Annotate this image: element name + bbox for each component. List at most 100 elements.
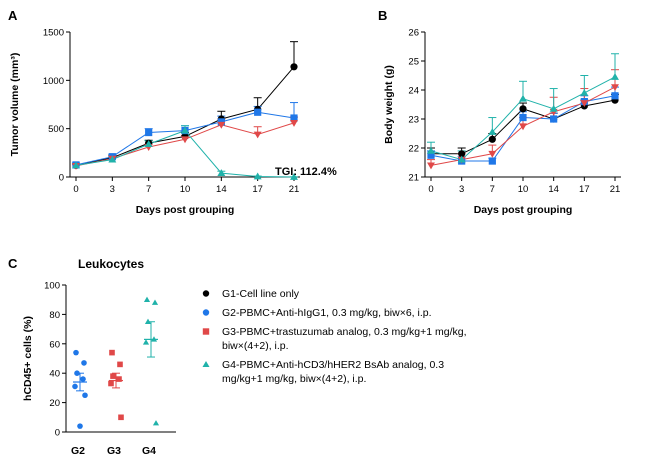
panel-c-data-point bbox=[143, 296, 151, 302]
panel-b-x-tick-label: 14 bbox=[548, 184, 559, 195]
panel-c-title: Leukocytes bbox=[78, 257, 144, 271]
panel-b-x-tick-label: 21 bbox=[610, 184, 621, 195]
panel-c-data-point bbox=[73, 349, 79, 356]
panel-c-data-point bbox=[74, 370, 80, 377]
panel-c-data-point bbox=[77, 423, 83, 429]
panel-b-data-point bbox=[611, 72, 619, 80]
panel-c-x-tick-label: G2 bbox=[71, 445, 85, 457]
panel-a-data-point bbox=[181, 136, 189, 144]
panel-b-data-point bbox=[488, 135, 496, 143]
panel-c-y-tick-label: 60 bbox=[49, 339, 60, 350]
panel-b-data-point bbox=[519, 105, 527, 113]
panel-c-data-point bbox=[82, 392, 88, 399]
panel-a-data-point bbox=[145, 128, 153, 137]
legend-label: biw×(4+2), i.p. bbox=[222, 340, 289, 352]
panel-a-y-tick-label: 500 bbox=[48, 124, 64, 135]
legend-marker bbox=[202, 309, 210, 316]
panel-c-data-point bbox=[151, 299, 159, 305]
legend-label: G2-PBMC+Anti-hIgG1, 0.3 mg/kg, biw×6, i.… bbox=[222, 307, 432, 319]
panel-a-data-point bbox=[217, 118, 225, 126]
panel-b-x-tick-label: 3 bbox=[459, 184, 464, 195]
panel-c-y-tick-label: 40 bbox=[49, 369, 60, 380]
panel-c-y-axis-label: hCD45+ cells (%) bbox=[22, 316, 34, 401]
panel-c-x-tick-label: G3 bbox=[107, 445, 121, 457]
panel-b-data-point bbox=[458, 150, 466, 158]
panel-c-data-point bbox=[81, 360, 87, 366]
panel-b-data-point bbox=[457, 155, 466, 163]
panel-b-y-tick-label: 24 bbox=[408, 86, 419, 97]
panel-b-y-axis-label: Body weight (g) bbox=[383, 65, 395, 144]
panel-b-data-point bbox=[427, 151, 435, 159]
panel-a-x-tick-label: 21 bbox=[289, 184, 300, 195]
panel-b-data-point bbox=[488, 157, 496, 165]
panel-a-data-point bbox=[217, 169, 226, 177]
panel-a-y-tick-label: 1000 bbox=[43, 76, 64, 87]
panel-b-x-tick-label: 7 bbox=[490, 184, 495, 195]
panel-c-panel-letter: C bbox=[8, 256, 18, 271]
panel-a-data-point bbox=[290, 114, 298, 122]
legend-label: G4-PBMC+Anti-hCD3/hHER2 BsAb analog, 0.3 bbox=[222, 359, 444, 371]
panel-b-x-tick-label: 10 bbox=[518, 184, 529, 195]
legend-marker bbox=[202, 360, 210, 368]
panel-a-panel-letter: A bbox=[8, 8, 18, 23]
panel-b-data-point bbox=[519, 123, 527, 131]
panel-c-data-point bbox=[72, 383, 78, 390]
panel-c-y-tick-label: 80 bbox=[49, 310, 60, 321]
panel-b-data-point bbox=[611, 84, 619, 92]
panel-c-y-tick-label: 20 bbox=[49, 398, 60, 409]
panel-a-x-axis-label: Days post grouping bbox=[136, 204, 235, 216]
panel-a-data-point bbox=[217, 121, 226, 129]
panel-a-data-point bbox=[253, 172, 262, 180]
panel-b-data-point bbox=[519, 94, 527, 102]
panel-a-data-point bbox=[290, 63, 298, 71]
legend-label: G1-Cell line only bbox=[222, 288, 300, 300]
panel-c-x-tick-label: G4 bbox=[142, 445, 156, 457]
panel-a-series-line bbox=[75, 66, 295, 166]
panel-a-y-axis-label: Tumor volume (mm³) bbox=[9, 53, 21, 157]
panel-b-data-point bbox=[549, 104, 558, 112]
panel-c-data-point bbox=[152, 420, 160, 426]
panel-b-x-axis-label: Days post grouping bbox=[474, 204, 573, 216]
panel-b-data-point bbox=[611, 92, 619, 100]
panel-c-data-point bbox=[117, 361, 123, 368]
panel-b-data-point bbox=[488, 128, 497, 135]
panel-a-x-tick-label: 3 bbox=[110, 184, 115, 195]
panel-a-annotation: TGI: 112.4% bbox=[275, 166, 337, 178]
panel-b-data-point bbox=[519, 113, 527, 122]
panel-c-data-point bbox=[150, 336, 158, 342]
panel-c-data-point bbox=[142, 339, 150, 345]
panel-b-y-tick-label: 23 bbox=[408, 115, 419, 126]
legend-marker bbox=[202, 290, 210, 297]
panel-c-data-point bbox=[110, 373, 116, 379]
panel-a-y-tick-label: 1500 bbox=[43, 28, 64, 39]
panel-b-x-tick-label: 17 bbox=[579, 184, 590, 195]
panel-c-data-point bbox=[80, 376, 86, 382]
legend-label: mg/kg+1 mg/kg, biw×(4+2), i.p. bbox=[222, 373, 366, 385]
panel-c-data-point bbox=[144, 318, 152, 324]
panel-c-data-point bbox=[116, 376, 122, 382]
panel-a-x-tick-label: 0 bbox=[73, 184, 78, 195]
panel-a-x-tick-label: 14 bbox=[216, 184, 227, 195]
panel-c-y-tick-label: 100 bbox=[44, 281, 60, 292]
panel-a-y-tick-label: 0 bbox=[59, 173, 64, 184]
panel-a-data-point bbox=[181, 126, 189, 134]
panel-c-y-tick-label: 0 bbox=[55, 428, 60, 439]
panel-a-data-point bbox=[254, 108, 262, 116]
panel-a-x-tick-label: 10 bbox=[180, 184, 191, 195]
panel-c-data-point bbox=[108, 380, 114, 387]
panel-b-data-point bbox=[550, 115, 558, 123]
panel-b-data-point bbox=[427, 146, 435, 154]
panel-b-data-point bbox=[488, 150, 497, 158]
panel-a-data-point bbox=[253, 131, 262, 139]
legend-marker bbox=[202, 328, 210, 335]
panel-b-panel-letter: B bbox=[378, 8, 387, 23]
panel-b-y-tick-label: 26 bbox=[408, 28, 419, 39]
panel-a-data-point bbox=[108, 155, 117, 163]
panel-a-x-tick-label: 7 bbox=[146, 184, 151, 195]
panel-b-x-tick-label: 0 bbox=[428, 184, 433, 195]
panel-b-y-tick-label: 22 bbox=[408, 144, 419, 155]
panel-a-data-point bbox=[290, 173, 298, 180]
panel-b-data-point bbox=[580, 100, 589, 108]
panel-a-data-point bbox=[290, 119, 298, 127]
